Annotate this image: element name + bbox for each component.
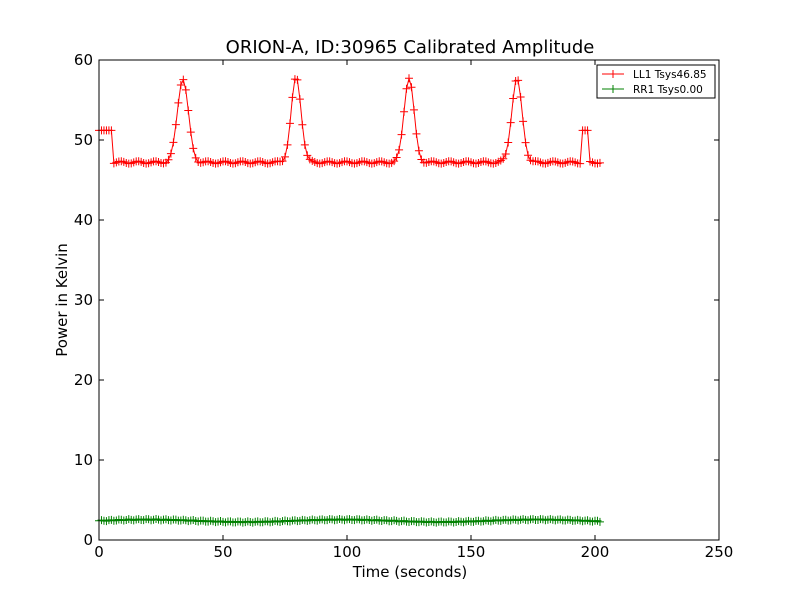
- data-point: [184, 106, 193, 115]
- data-point: [414, 146, 423, 155]
- data-point: [181, 85, 190, 94]
- data-point: [524, 151, 533, 160]
- data-point: [288, 93, 297, 102]
- y-tick-label: 20: [74, 371, 93, 389]
- data-point: [300, 140, 309, 149]
- legend-label: RR1 Tsys0.00: [633, 84, 703, 96]
- y-tick-label: 0: [83, 531, 93, 549]
- data-point: [293, 75, 302, 84]
- y-tick-label: 30: [74, 291, 93, 309]
- data-point: [191, 153, 200, 162]
- data-point: [506, 118, 515, 127]
- y-tick-label: 60: [74, 51, 93, 69]
- data-point: [576, 159, 585, 168]
- data-point: [595, 158, 604, 167]
- data-point: [402, 84, 411, 93]
- data-point: [412, 129, 421, 138]
- x-tick-label: 200: [581, 543, 610, 561]
- data-point: [164, 155, 173, 164]
- data-point: [499, 154, 508, 163]
- x-tick-label: 250: [705, 543, 734, 561]
- data-point: [171, 120, 180, 129]
- data-point: [283, 140, 292, 149]
- chart-title: ORION-A, ID:30965 Calibrated Amplitude: [226, 37, 595, 58]
- series-1-group: [95, 514, 604, 527]
- series-layer: [95, 74, 604, 527]
- data-point: [516, 92, 525, 101]
- data-point: [514, 76, 523, 85]
- data-point: [392, 153, 401, 162]
- legend: LL1 Tsys46.85 RR1 Tsys0.00: [596, 64, 716, 99]
- data-point: [179, 75, 188, 84]
- data-point: [405, 74, 413, 83]
- data-point: [298, 120, 307, 129]
- x-tick-label: 50: [213, 543, 232, 561]
- data-point: [519, 117, 528, 126]
- data-point: [186, 128, 195, 137]
- data-point: [583, 126, 592, 135]
- x-tick-label: 0: [94, 543, 104, 561]
- data-point: [397, 130, 406, 139]
- x-tick-label: 150: [457, 543, 486, 561]
- data-point: [176, 80, 185, 89]
- data-point: [521, 138, 530, 147]
- legend-marker: [609, 85, 617, 93]
- data-point: [504, 138, 513, 147]
- data-point: [407, 83, 416, 92]
- data-point: [189, 144, 198, 153]
- x-axis-label: Time (seconds): [352, 563, 468, 581]
- y-tick-label: 10: [74, 451, 93, 469]
- x-tick-label: 100: [333, 543, 362, 561]
- ticks-layer: 0 50 100 150 200 250 0 10 20 30 40 50 60: [74, 51, 733, 561]
- data-point: [107, 126, 116, 135]
- data-point: [501, 149, 510, 158]
- data-point: [295, 95, 304, 104]
- data-point: [395, 145, 404, 154]
- data-point: [285, 119, 294, 128]
- data-point: [509, 94, 518, 103]
- data-point: [400, 107, 409, 116]
- y-tick-label: 50: [74, 131, 93, 149]
- data-point: [281, 152, 289, 161]
- legend-label: LL1 Tsys46.85: [633, 69, 707, 81]
- data-point: [174, 98, 183, 107]
- legend-box: [596, 64, 716, 99]
- data-point: [595, 517, 604, 526]
- data-point: [169, 138, 178, 147]
- y-tick-label: 40: [74, 211, 93, 229]
- data-point: [166, 149, 175, 158]
- series-0-group: [95, 74, 604, 168]
- data-point: [409, 105, 418, 114]
- y-axis-label: Power in Kelvin: [53, 243, 71, 357]
- data-point: [278, 157, 287, 166]
- legend-marker: [609, 70, 617, 78]
